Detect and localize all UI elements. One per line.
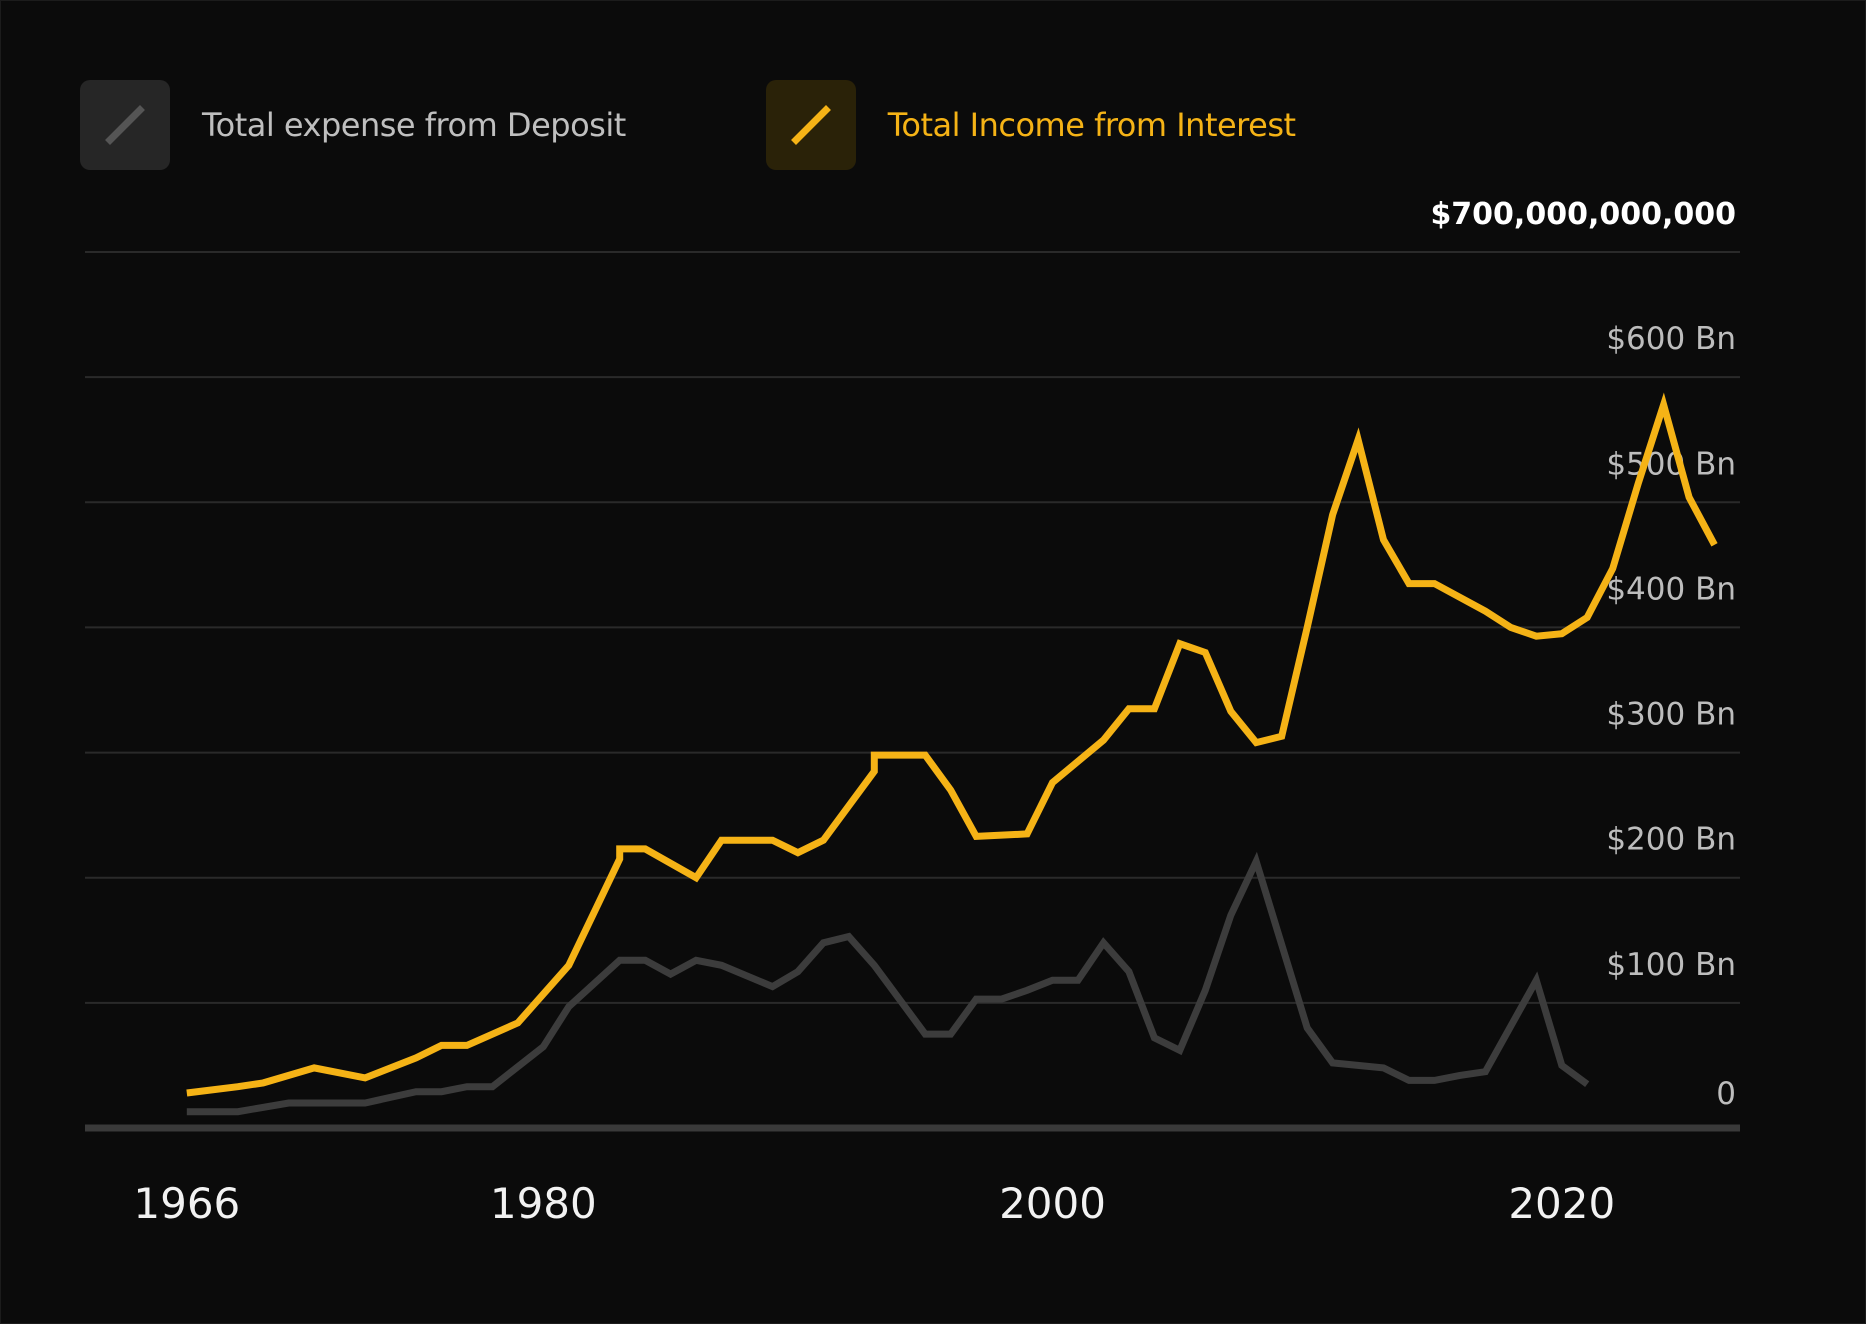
x-tick-label: 2000 [999,1179,1106,1228]
series-line-income [186,392,1718,1097]
y-tick-label: 0 [1716,1076,1736,1112]
y-tick-label: $600 Bn [1606,321,1736,357]
legend: Total expense from Deposit Total Income … [80,80,1296,170]
legend-label-income: Total Income from Interest [887,106,1296,144]
y-tick-label: $500 Bn [1606,446,1736,482]
y-tick-label: $200 Bn [1606,822,1736,858]
y-tick-label: $300 Bn [1606,697,1736,733]
legend-label-expense: Total expense from Deposit [202,106,626,144]
x-tick-label: 1966 [133,1179,240,1228]
series-line-expense [186,851,1590,1116]
y-tick-label: $700,000,000,000 [1430,197,1736,232]
x-tick-label: 2020 [1508,1179,1615,1228]
x-tick-label: 1980 [490,1179,597,1228]
legend-item-income[interactable]: Total Income from Interest [765,80,1296,170]
y-tick-label: $100 Bn [1606,947,1736,983]
legend-item-expense[interactable]: Total expense from Deposit [80,80,626,170]
y-tick-label: $400 Bn [1606,571,1736,607]
diagonal-line-icon [765,80,856,170]
diagonal-line-icon [80,80,170,170]
